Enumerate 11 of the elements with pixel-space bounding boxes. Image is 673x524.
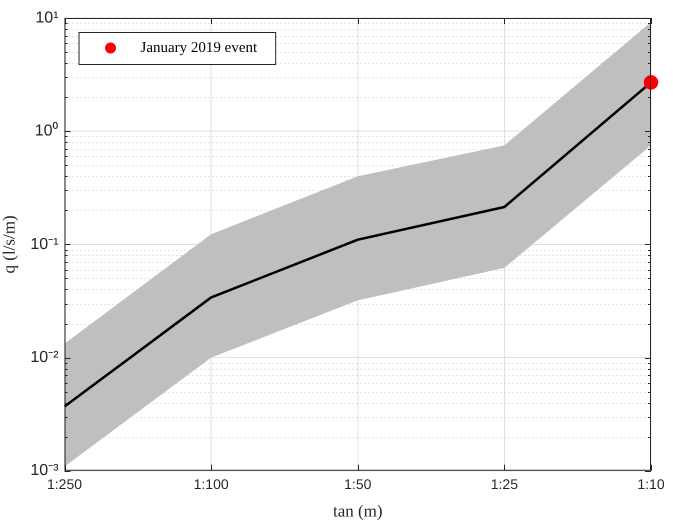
y-tick-label: 10¹ — [35, 9, 59, 26]
y-tick-label: 10⁰ — [34, 122, 59, 140]
x-tick-label: 1:10 — [637, 476, 665, 492]
x-tick-label: 1:50 — [344, 476, 372, 492]
x-tick-label: 1:25 — [490, 476, 518, 492]
legend-label: January 2019 event — [140, 40, 258, 56]
y-axis-title: q (l/s/m) — [0, 215, 19, 274]
y-tick-label: 10⁻² — [30, 349, 60, 366]
x-tick-label: 1:100 — [194, 476, 229, 492]
x-axis-title: tan (m) — [332, 501, 383, 520]
y-tick-label: 10⁻¹ — [30, 236, 59, 253]
